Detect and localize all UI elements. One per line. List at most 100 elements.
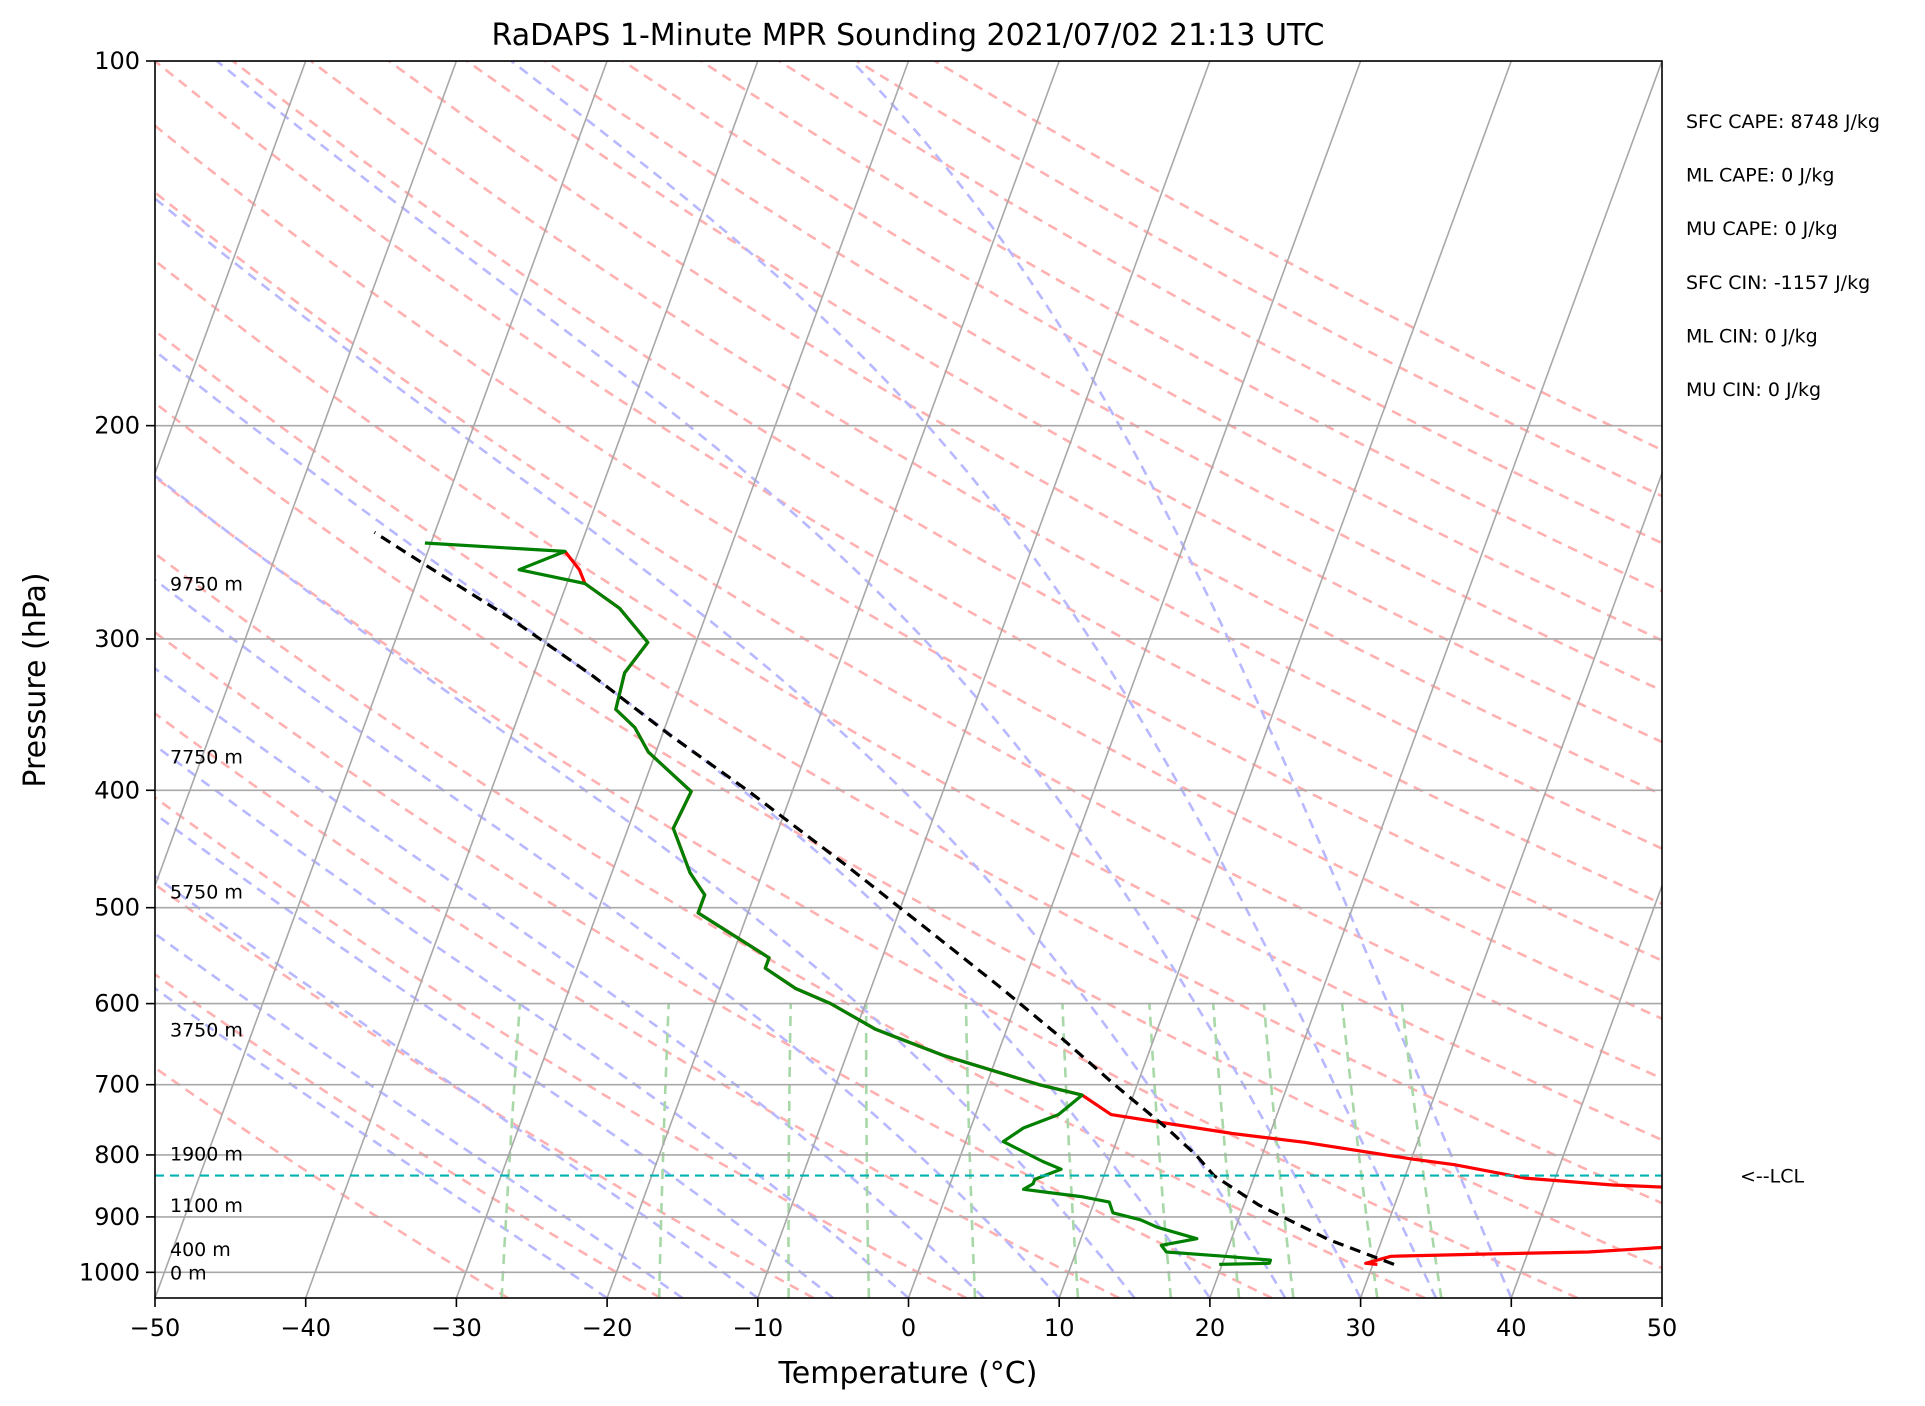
mixing-ratio-line [1400, 1003, 1443, 1298]
mixing-ratio-line [500, 1003, 522, 1298]
reference-lines [155, 61, 1662, 1298]
isotherm-line [0, 61, 4, 1298]
y-tick-label: 300 [94, 625, 140, 653]
moist-adiabat [510, 61, 1438, 1298]
isotherm-line [1058, 61, 1513, 1298]
isotherm-line [907, 61, 1362, 1298]
x-tick-label: 30 [1345, 1314, 1376, 1342]
y-tick-label: 500 [94, 894, 140, 922]
series-parcel-line [373, 531, 1395, 1266]
dry-adiabat [778, 61, 1662, 545]
dry-adiabat [388, 61, 1662, 797]
dry-adiabat [934, 61, 1662, 452]
chart-title: RaDAPS 1-Minute MPR Sounding 2021/07/02 … [492, 18, 1325, 53]
dry-adiabat [622, 61, 1662, 642]
moist-adiabat [155, 349, 1211, 1298]
isotherm-line [1661, 1295, 1662, 1298]
dry-adiabat [856, 61, 1662, 498]
x-tick-label: −20 [582, 1314, 633, 1342]
moist-adiabat [155, 743, 910, 1298]
plot-frame [154, 60, 1663, 1299]
x-tick-label: 0 [901, 1314, 916, 1342]
y-axis-label: Pressure (hPa) [18, 572, 53, 787]
mixing-ratio-line [964, 1003, 977, 1298]
moist-adiabat [155, 196, 1287, 1298]
stability-index-text: MU CAPE: 0 J/kg [1686, 218, 1838, 240]
x-tick-label: −10 [732, 1314, 783, 1342]
isotherm-line [304, 61, 759, 1298]
dry-adiabat [155, 401, 1662, 1270]
dry-adiabat [155, 711, 1120, 1298]
y-tick-label: 800 [94, 1141, 140, 1169]
mixing-ratio-line [787, 1003, 792, 1298]
grid-lines [0, 61, 1925, 1298]
isotherm-line [1359, 471, 1662, 1298]
dry-adiabat [155, 329, 1662, 1205]
sounding-traces [155, 531, 1662, 1266]
mixing-ratio-line [1211, 1003, 1241, 1298]
y-tick-label: 400 [94, 776, 140, 804]
dry-adiabat [155, 124, 1662, 1021]
moist-adiabat [850, 61, 1513, 1298]
height-label: 1100 m [170, 1195, 243, 1217]
dry-adiabat [155, 795, 967, 1298]
dry-adiabat [155, 61, 1662, 962]
y-tick-label: 1000 [79, 1258, 140, 1286]
dry-adiabat [310, 61, 1662, 851]
lcl-label: <--LCL [1740, 1166, 1804, 1188]
height-label: 7750 m [170, 746, 243, 768]
stability-index-text: SFC CIN: -1157 J/kg [1686, 272, 1870, 294]
height-label: 3750 m [170, 1019, 243, 1041]
stability-index-text: SFC CAPE: 8748 J/kg [1686, 111, 1880, 133]
dry-adiabat [544, 61, 1662, 693]
mixing-ratio-line [1061, 1003, 1080, 1298]
stability-index-text: MU CIN: 0 J/kg [1686, 379, 1821, 401]
isotherm-line [757, 61, 1211, 1298]
isotherm-line [155, 61, 307, 476]
dry-adiabat [155, 190, 1662, 1080]
height-label: 0 m [170, 1262, 207, 1284]
x-tick-label: 10 [1044, 1314, 1075, 1342]
mixing-ratio-line [1340, 1003, 1379, 1298]
dry-adiabat [155, 475, 1579, 1298]
isotherm-line [606, 61, 1060, 1298]
x-tick-label: 50 [1647, 1314, 1678, 1342]
dry-adiabat [155, 972, 662, 1298]
dry-adiabat [155, 882, 815, 1298]
y-tick-label: 200 [94, 412, 140, 440]
mixing-ratio-line [864, 1003, 871, 1298]
x-axis-label: Temperature (°C) [778, 1356, 1038, 1391]
moist-adiabat [155, 874, 759, 1298]
x-tick-label: −30 [431, 1314, 482, 1342]
height-label: 1900 m [170, 1144, 243, 1166]
mixing-ratio-line [1148, 1003, 1173, 1298]
x-tick-label: 40 [1496, 1314, 1527, 1342]
height-label: 400 m [170, 1239, 231, 1261]
moist-adiabat [155, 812, 834, 1298]
isotherm-line [1813, 61, 1925, 1298]
stability-index-text: ML CIN: 0 J/kg [1686, 325, 1818, 347]
moist-adiabat [216, 61, 1362, 1298]
moist-adiabat [155, 578, 1061, 1298]
series-dewpoint-line [424, 541, 1273, 1266]
isotherm-line [155, 61, 458, 888]
isotherm-line [1209, 61, 1662, 1298]
isotherm-line [455, 61, 910, 1298]
height-label: 9750 m [170, 574, 243, 596]
stability-index-text: ML CAPE: 0 J/kg [1686, 165, 1834, 187]
moist-adiabat [155, 986, 608, 1298]
stability-indices: SFC CAPE: 8748 J/kg ML CAPE: 0 J/kg MU CAP… [1686, 111, 1880, 401]
dry-adiabat [700, 61, 1662, 593]
dry-adiabat [232, 61, 1662, 906]
isotherm-line [1510, 883, 1662, 1298]
mixing-ratio-line [1262, 1003, 1295, 1298]
isotherm-line [155, 61, 608, 1298]
x-tick-label: −50 [130, 1314, 181, 1342]
mixing-ratio-line [657, 1003, 670, 1298]
dry-adiabat [466, 61, 1662, 744]
dry-adiabat [155, 630, 1273, 1298]
y-tick-label: 900 [94, 1203, 140, 1231]
y-tick-label: 600 [94, 990, 140, 1018]
